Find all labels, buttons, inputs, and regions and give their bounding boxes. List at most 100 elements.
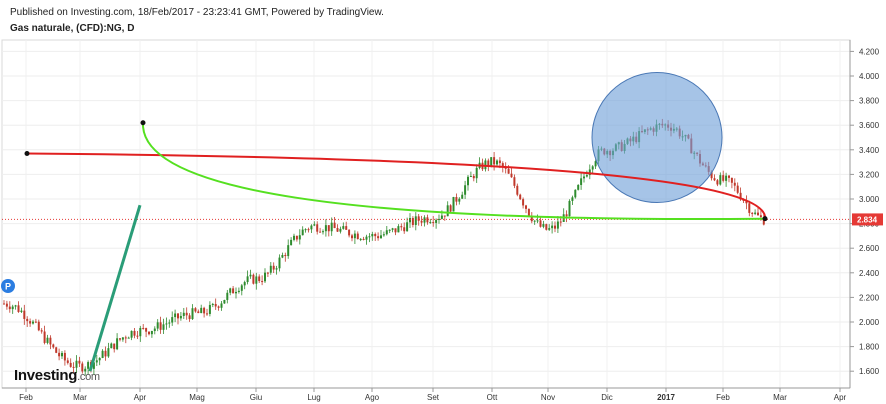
candle-body — [522, 199, 525, 206]
candle-body — [179, 315, 182, 319]
candle-body — [75, 360, 78, 368]
candle-body — [716, 180, 719, 185]
candle-body — [414, 216, 417, 225]
candle-body — [554, 225, 556, 229]
candle-body — [438, 218, 440, 220]
candle-body — [246, 276, 249, 283]
candle-body — [348, 229, 351, 236]
candle-body — [142, 327, 145, 329]
candle-body — [101, 350, 104, 358]
chart-header: Published on Investing.com, 18/Feb/2017 … — [10, 6, 384, 35]
y-tick-label: 2.000 — [859, 318, 880, 327]
candle-body — [275, 268, 278, 270]
last-price-badge: 2.834 — [852, 213, 883, 226]
candle-body — [571, 197, 574, 201]
candle-body — [545, 224, 548, 230]
candle-body — [185, 312, 188, 316]
x-tick-label: Set — [427, 393, 440, 402]
candle-body — [95, 360, 98, 363]
candle-body — [432, 222, 435, 224]
candle-body — [223, 299, 226, 304]
y-tick-label: 2.600 — [859, 244, 880, 253]
candle-body — [409, 218, 411, 223]
candle-body — [55, 347, 58, 353]
candle-body — [574, 189, 577, 198]
candle-body — [107, 348, 110, 357]
candle-body — [110, 343, 113, 349]
candle-body — [754, 212, 757, 214]
candle-body — [371, 233, 374, 237]
candle-body — [243, 282, 246, 286]
candle-body — [269, 265, 272, 273]
projection-marker — [762, 216, 768, 222]
candle-body — [310, 225, 313, 230]
candle-body — [719, 175, 722, 185]
candle-body — [417, 216, 420, 221]
candle-body — [725, 175, 728, 181]
x-tick-label: Mar — [73, 393, 87, 402]
candle-body — [3, 303, 5, 305]
y-tick-label: 2.200 — [859, 293, 880, 302]
candle-body — [594, 161, 597, 167]
candle-body — [359, 238, 362, 240]
candle-body — [58, 352, 61, 357]
candle-body — [217, 306, 220, 308]
candle-body — [46, 337, 49, 343]
candlestick-series — [3, 118, 765, 376]
candle-body — [284, 254, 287, 257]
candle-body — [736, 185, 739, 193]
candle-body — [556, 221, 559, 229]
candle-body — [591, 166, 594, 170]
candle-body — [139, 327, 142, 337]
candle-body — [455, 197, 458, 202]
candle-body — [49, 337, 52, 345]
projection-up-arrow — [141, 122, 766, 220]
candle-body — [464, 185, 467, 195]
y-tick-label: 4.000 — [859, 72, 880, 81]
candle-body — [127, 337, 130, 339]
candle-body — [322, 231, 324, 233]
candle-body — [356, 233, 359, 240]
candle-body — [197, 311, 200, 314]
candle-body — [87, 362, 90, 369]
y-tick-label: 3.600 — [859, 121, 880, 130]
y-tick-label: 3.400 — [859, 146, 880, 155]
candle-body — [136, 335, 139, 337]
candle-body — [133, 330, 136, 336]
candle-body — [449, 205, 452, 212]
candle-body — [188, 315, 191, 320]
candle-body — [290, 239, 293, 246]
candle-body — [237, 290, 240, 292]
candle-body — [104, 350, 107, 357]
candle-body — [345, 226, 348, 230]
candle-body — [475, 167, 478, 179]
candle-body — [583, 176, 585, 179]
x-tick-label: Apr — [134, 393, 147, 402]
projection-markers — [24, 120, 768, 222]
candle-body — [525, 205, 527, 209]
x-tick-label: Ott — [487, 393, 498, 402]
candle-body — [385, 230, 388, 235]
candle-body — [568, 200, 571, 217]
candle-body — [293, 235, 295, 240]
candle-body — [249, 274, 252, 277]
candle-body — [32, 321, 34, 324]
candle-body — [577, 184, 580, 190]
candle-body — [26, 318, 29, 322]
candle-body — [751, 212, 754, 214]
candle-body — [757, 212, 759, 216]
candle-body — [206, 313, 208, 315]
x-tick-label: Nov — [541, 393, 555, 402]
candle-body — [200, 307, 203, 314]
candle-body — [452, 197, 455, 212]
candle-body — [174, 313, 177, 318]
candle-body — [588, 169, 591, 176]
candle-body — [551, 225, 554, 229]
candle-body — [362, 238, 365, 240]
candle-body — [377, 236, 380, 239]
candle-body — [66, 360, 69, 363]
x-axis: Feb Mar Apr Mag Giu Lug Ago Set Ott Nov Dic 2017 Feb… — [2, 387, 850, 402]
candle-body — [203, 307, 206, 314]
p-marker[interactable]: P — [1, 279, 15, 293]
